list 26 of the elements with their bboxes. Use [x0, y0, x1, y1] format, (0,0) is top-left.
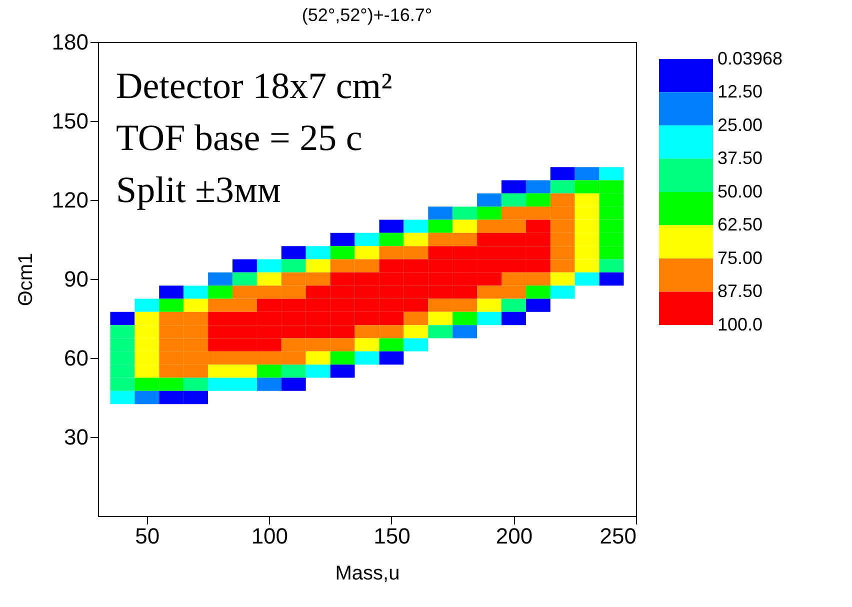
color-bar-label: 87.50	[718, 281, 763, 302]
y-tick-label: 60	[64, 346, 88, 370]
color-bar-label: 0.03968	[718, 48, 783, 68]
x-tick-label: 200	[496, 524, 533, 548]
color-bar-label: 50.00	[718, 181, 763, 202]
x-tick-label: 50	[135, 524, 160, 548]
y-tick-label: 30	[64, 424, 88, 450]
x-axis-title: Mass,u	[335, 562, 400, 584]
annotation: Split ±3мм	[116, 170, 281, 211]
chart-title: (52°,52°)+-16.7°	[302, 5, 432, 25]
y-tick-label: 150	[52, 108, 88, 134]
x-tick-label: 250	[600, 524, 636, 548]
color-bar-label: 75.00	[718, 248, 763, 268]
color-bar-label: 62.50	[718, 214, 763, 235]
x-tick-label: 150	[374, 524, 410, 548]
annotation: Detector 18x7 cm²	[116, 66, 392, 107]
color-bar-label: 12.50	[718, 82, 763, 102]
color-bar-label: 37.50	[718, 148, 763, 168]
y-tick-label: 180	[52, 30, 88, 54]
color-bar-label: 25.00	[718, 114, 763, 135]
x-tick-label: 100	[251, 524, 288, 548]
y-tick-label: 120	[52, 188, 88, 212]
y-tick-label: 90	[64, 266, 88, 292]
y-axis-title: Θcm1	[14, 252, 37, 306]
color-bar-label: 100.0	[718, 314, 763, 334]
annotation: TOF base = 25 c	[116, 118, 362, 159]
